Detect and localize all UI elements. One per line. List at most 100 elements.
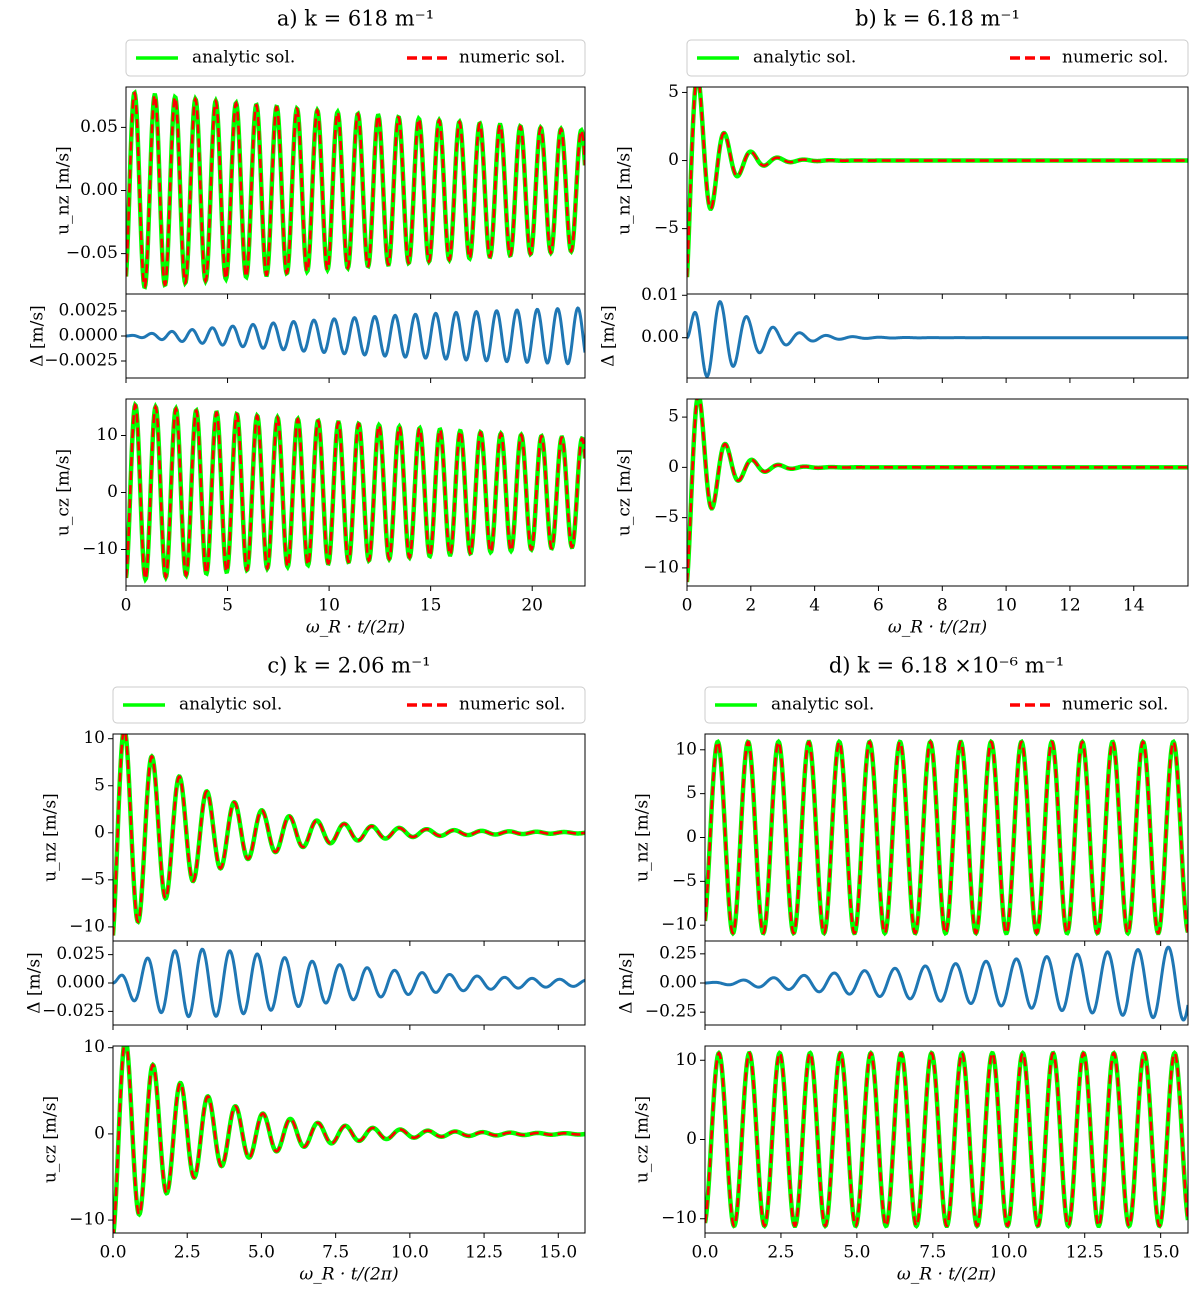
panel-b-legend: analytic sol. numeric sol.: [686, 39, 1189, 77]
panel-c-u_nz-numeric-line: [113, 734, 585, 936]
panel-a-xlabel: ω_R · t/(2π): [306, 618, 405, 638]
x-tick-label: 10.0: [990, 1243, 1028, 1263]
axes-frame: [686, 86, 1189, 295]
y-tick-label: 0.25: [659, 943, 697, 963]
panel-c-delta-ylabel: Δ [m/s]: [25, 952, 45, 1014]
y-tick-label: −0.05: [66, 243, 118, 263]
y-tick-label: −0.025: [42, 1001, 105, 1021]
y-tick-label: −5: [672, 871, 697, 891]
legend-frame: [686, 39, 1189, 77]
x-tick-label: 7.5: [919, 1243, 946, 1263]
panel-b-title: b) k = 6.18 m⁻¹: [855, 7, 1020, 31]
panel-c-u_cz-axes: 10 0 −10 u_cz [m/s]: [41, 1037, 586, 1238]
y-tick-label: −0.0025: [44, 351, 118, 371]
y-tick-label: −5: [654, 507, 679, 527]
x-tick-label: 15.0: [539, 1243, 577, 1263]
y-tick-label: −10: [661, 1208, 697, 1228]
x-tick-label: 12: [1059, 596, 1081, 616]
panel-b-u_nz-numeric-line: [687, 87, 1188, 278]
panel-d-legend: analytic sol. numeric sol.: [704, 686, 1189, 724]
axes-frame: [125, 293, 586, 379]
panel-b-xlabel: ω_R · t/(2π): [888, 618, 987, 638]
panel-b-u_cz-ylabel: u_cz [m/s]: [615, 449, 635, 536]
y-tick-label: 0: [107, 482, 118, 502]
y-tick-label: 10: [83, 1037, 105, 1057]
x-tick-label: 20: [521, 596, 543, 616]
panel-d-u_cz-numeric-line: [705, 1051, 1188, 1228]
y-tick-label: 5: [94, 775, 105, 795]
panel-d-u_cz-ylabel: u_cz [m/s]: [633, 1096, 653, 1183]
legend-numeric-label: numeric sol.: [1062, 695, 1168, 715]
y-tick-label: 5: [668, 407, 679, 427]
plot-area: [113, 734, 585, 936]
axes-frame: [686, 398, 1189, 587]
x-tick-label: 7.5: [322, 1243, 349, 1263]
plot-area: [113, 1046, 585, 1233]
x-tick-label: 2: [745, 596, 756, 616]
x-tick-label: 15.0: [1142, 1243, 1180, 1263]
x-tick-label: 14: [1123, 596, 1145, 616]
panel-a: a) k = 618 m⁻¹ analytic sol. numeric sol. 0…: [28, 7, 586, 638]
panel-a-u_cz-numeric-line: [126, 402, 585, 582]
panel-d-u_cz-analytic-line: [705, 1049, 1188, 1230]
y-tick-label: 0: [668, 150, 679, 170]
x-tick-label: 5: [222, 596, 233, 616]
x-tick-label: 15: [420, 596, 442, 616]
y-tick-label: 0: [686, 1129, 697, 1149]
x-tick-label: 12.5: [465, 1243, 503, 1263]
plot-area: [687, 399, 1188, 583]
panel-c-xlabel: ω_R · t/(2π): [299, 1265, 398, 1285]
y-tick-label: 0.0025: [59, 301, 118, 321]
panel-d-delta-axes: 0.25 0.00 −0.25 Δ [m/s]: [617, 940, 1189, 1030]
plot-area: [705, 738, 1188, 937]
y-tick-label: −10: [643, 557, 679, 577]
y-tick-label: 10: [675, 739, 697, 759]
plot-area: [705, 945, 1188, 1022]
panel-a-u_nz-ylabel: u_nz [m/s]: [54, 146, 74, 235]
axes-frame: [112, 940, 586, 1026]
legend-frame: [125, 39, 586, 77]
x-tick-label: 2.5: [767, 1243, 794, 1263]
x-tick-label: 10: [995, 596, 1017, 616]
y-tick-label: −0.25: [645, 1002, 697, 1022]
y-tick-label: 0: [686, 827, 697, 847]
y-tick-label: −5: [80, 869, 105, 889]
y-tick-label: −10: [69, 1210, 105, 1230]
legend-analytic-label: analytic sol.: [753, 48, 856, 68]
x-tick-label: 12.5: [1066, 1243, 1104, 1263]
panel-a-u_cz-axes: 10 0 −10 u_cz [m/s]: [54, 398, 586, 591]
panel-b: b) k = 6.18 m⁻¹ analytic sol. numeric sol.…: [599, 7, 1189, 638]
x-tick-label: 8: [937, 596, 948, 616]
panel-a-u_nz-numeric-line: [126, 90, 585, 289]
y-tick-label: −5: [654, 218, 679, 238]
panel-a-title: a) k = 618 m⁻¹: [277, 7, 434, 31]
y-tick-label: 0.025: [56, 944, 105, 964]
panel-c-u_nz-ylabel: u_nz [m/s]: [41, 793, 61, 882]
panel-b-u_cz-axes: 5 0 −5 −10 u_cz [m/s]: [615, 398, 1189, 591]
legend-numeric-label: numeric sol.: [459, 695, 565, 715]
panel-d-delta-line: [705, 945, 1188, 1022]
legend-numeric-label: numeric sol.: [459, 48, 565, 68]
y-tick-label: 0.01: [641, 285, 679, 305]
x-tick-label: 6: [873, 596, 884, 616]
plot-area: [705, 1049, 1188, 1230]
y-tick-label: −10: [82, 539, 118, 559]
panel-b-u_nz-analytic-line: [687, 87, 1188, 278]
y-tick-label: 0.05: [80, 117, 118, 137]
x-tick-label: 5.0: [843, 1243, 870, 1263]
plot-area: [126, 306, 585, 366]
plot-area: [687, 87, 1188, 278]
panel-c-legend: analytic sol. numeric sol.: [112, 686, 586, 724]
panel-b-u_nz-axes: 5 0 −5 u_nz [m/s]: [615, 82, 1189, 299]
panel-d-u_nz-numeric-line: [705, 739, 1188, 936]
x-tick-label: 10.0: [391, 1243, 429, 1263]
plot-area: [126, 400, 585, 584]
x-tick-label: 0: [121, 596, 132, 616]
panel-b-delta-ylabel: Δ [m/s]: [599, 305, 619, 367]
axes-frame: [112, 733, 586, 942]
panel-c-u_cz-ylabel: u_cz [m/s]: [41, 1096, 61, 1183]
panel-c-u_cz-numeric-line: [113, 1046, 585, 1233]
plot-area: [113, 947, 585, 1019]
